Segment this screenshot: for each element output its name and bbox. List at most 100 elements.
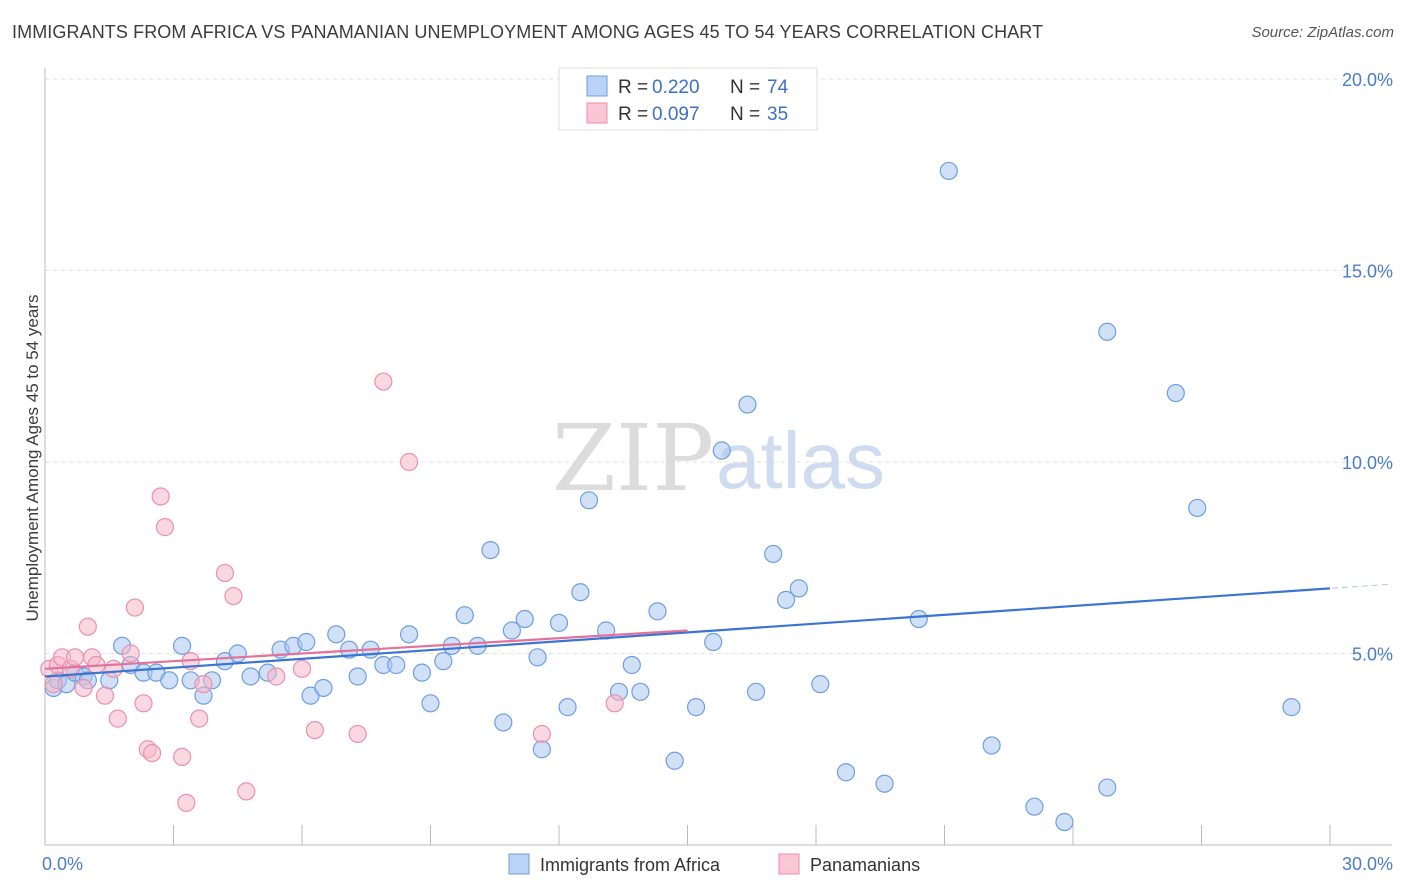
point-africa (982, 736, 1001, 755)
point-panamanians (172, 747, 192, 767)
series-legend-label-panamanians: Panamanians (810, 855, 920, 875)
legend-r-value-panamanians: 0.097 (652, 104, 700, 125)
legend-swatch-panamanians (586, 102, 608, 124)
trend-line-africa (44, 587, 1331, 678)
point-panamanians (95, 686, 115, 705)
trend-line-panamanians (44, 629, 688, 670)
point-africa (789, 579, 808, 598)
point-africa (764, 544, 783, 564)
legend-n-value-africa: 74 (767, 77, 789, 98)
chart-title: IMMIGRANTS FROM AFRICA VS PANAMANIAN UNE… (12, 22, 1044, 42)
y-tick-label: 15.0% (1342, 262, 1393, 282)
x-tick-label-min: 0.0% (42, 854, 83, 874)
point-africa (665, 751, 684, 770)
point-africa (172, 636, 192, 655)
point-africa (579, 491, 599, 510)
point-panamanians (215, 563, 234, 583)
point-africa (622, 655, 641, 675)
y-tick-label: 10.0% (1342, 453, 1393, 473)
point-panamanians (348, 724, 367, 744)
point-panamanians (142, 743, 162, 763)
point-africa (836, 763, 856, 782)
point-africa (434, 652, 453, 671)
point-africa (528, 648, 547, 667)
point-panamanians (224, 586, 243, 606)
point-panamanians (74, 678, 93, 698)
point-africa (228, 644, 247, 663)
point-africa (314, 678, 333, 698)
point-panamanians (125, 598, 145, 617)
point-africa (1098, 778, 1117, 797)
point-africa (494, 713, 513, 732)
gridlines (45, 78, 1392, 654)
y-tick-labels: 5.0% 10.0% 15.0% 20.0% (1342, 70, 1393, 665)
legend-r-label-africa: R = (618, 77, 648, 98)
legend-n-label-panamanians: N = (730, 104, 760, 125)
point-panamanians (121, 644, 140, 663)
point-africa (746, 682, 766, 701)
point-africa (738, 395, 757, 414)
point-panamanians (190, 709, 209, 728)
point-africa (348, 667, 367, 686)
point-africa (549, 613, 569, 632)
point-africa (297, 632, 316, 652)
trend-lines (44, 583, 1389, 678)
point-africa (631, 682, 650, 701)
point-africa (571, 583, 590, 602)
point-panamanians (532, 724, 551, 744)
point-panamanians (65, 648, 85, 667)
legend-n-value-panamanians: 35 (767, 104, 788, 125)
point-africa (327, 625, 346, 644)
stats-legend: R = 0.220 N = 74 R = 0.097 N = 35 (558, 67, 818, 131)
point-africa (1055, 812, 1074, 832)
legend-swatch-africa (586, 75, 608, 97)
point-africa (481, 540, 500, 560)
axes (44, 68, 1392, 846)
x-tick-labels: 0.0% 30.0% (42, 854, 1393, 874)
legend-r-value-africa: 0.220 (652, 77, 700, 98)
point-panamanians (134, 694, 153, 713)
point-africa (421, 694, 440, 713)
x-tick-label-max: 30.0% (1342, 854, 1393, 874)
point-africa (776, 590, 796, 609)
point-panamanians (374, 372, 393, 391)
point-africa (1166, 383, 1185, 403)
watermark-zip: ZIP (552, 405, 714, 512)
point-africa (648, 602, 667, 621)
point-africa (704, 632, 723, 652)
point-panamanians (44, 675, 63, 694)
watermark-atlas: atlas (716, 416, 885, 505)
point-africa (939, 161, 958, 181)
point-panamanians (399, 452, 419, 472)
point-panamanians (108, 709, 127, 728)
point-panamanians (155, 518, 175, 537)
legend-n-label-africa: N = (730, 77, 760, 98)
y-tick-label: 20.0% (1342, 70, 1393, 90)
point-africa (686, 698, 706, 717)
point-africa (455, 606, 474, 625)
series-legend-swatch-panamanians (778, 853, 800, 875)
point-africa (1098, 322, 1117, 341)
point-africa (1188, 498, 1207, 518)
point-panamanians (292, 659, 312, 678)
watermark: ZIP atlas (552, 405, 885, 512)
point-africa (387, 655, 406, 675)
point-africa (515, 609, 534, 629)
point-panamanians (78, 617, 97, 636)
point-africa (532, 740, 551, 759)
point-panamanians (267, 667, 286, 686)
point-panamanians (177, 793, 196, 812)
point-africa (811, 675, 830, 694)
series-legend: Immigrants from Africa Panamanians (508, 853, 920, 875)
point-africa (558, 698, 577, 717)
point-panamanians (194, 675, 213, 694)
legend-r-label-panamanians: R = (618, 104, 648, 125)
point-africa (160, 671, 179, 690)
series-legend-swatch-africa (508, 853, 530, 875)
point-panamanians (237, 782, 256, 801)
series-legend-label-africa: Immigrants from Africa (540, 855, 721, 875)
point-africa (1282, 698, 1301, 717)
source-credit: Source: ZipAtlas.com (1251, 24, 1394, 41)
y-axis-label: Unemployment Among Ages 45 to 54 years (23, 295, 42, 622)
